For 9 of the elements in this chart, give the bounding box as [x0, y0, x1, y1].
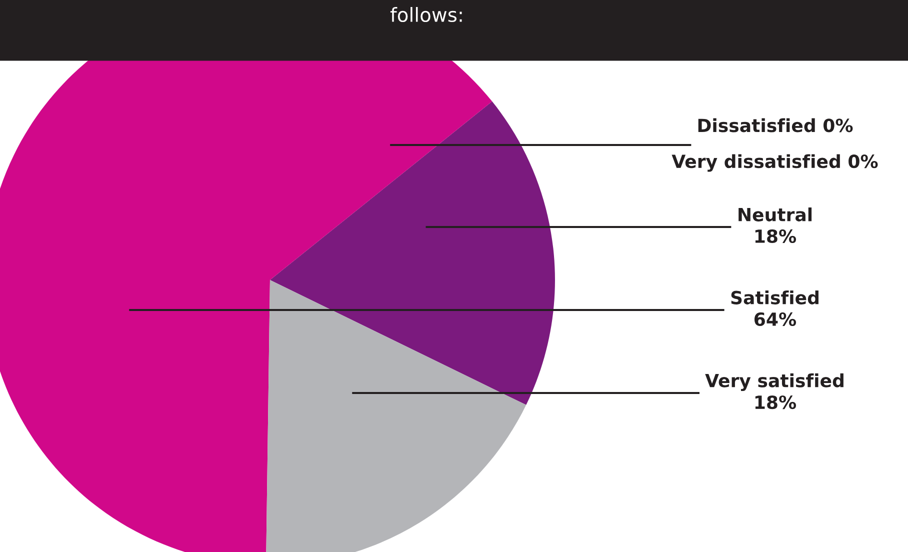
data-label: 18% [755, 229, 796, 244]
data-label: 18% [755, 395, 796, 410]
slice-label: Very satisfied [705, 373, 844, 392]
slice-label: Satisfied [731, 290, 818, 304]
slice-label: Neutral [738, 207, 812, 222]
category-label: Dissatisfied 0% [698, 118, 853, 132]
data-label: 64% [754, 312, 796, 326]
category-label: Very dissatisfied 0% [672, 154, 878, 172]
text: follows: [390, 7, 462, 22]
